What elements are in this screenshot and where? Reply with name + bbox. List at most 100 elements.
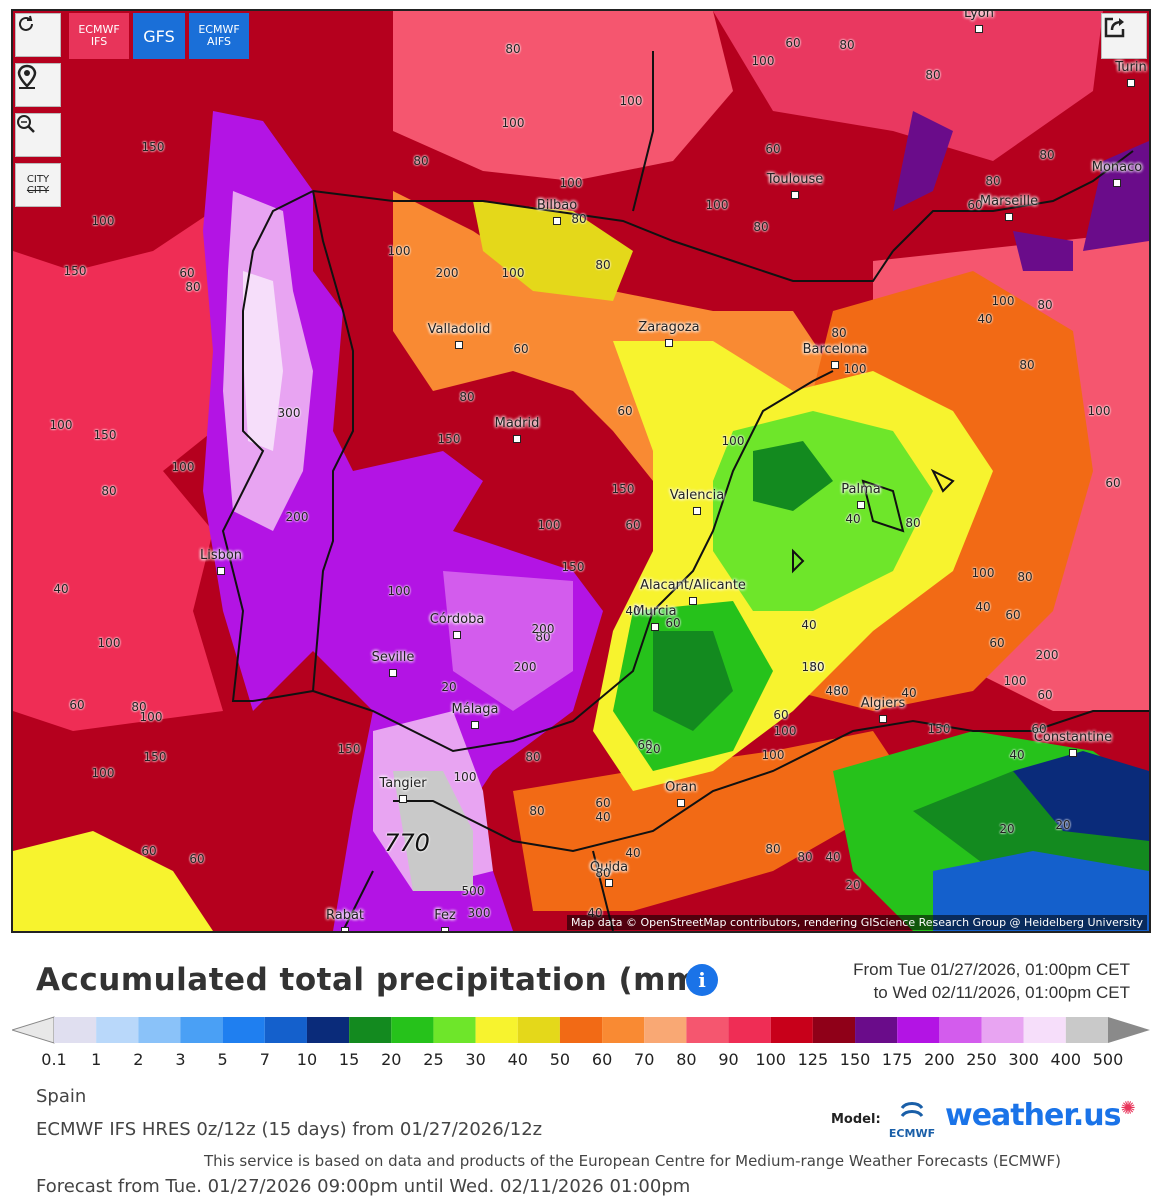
- region-name: Spain: [36, 1086, 87, 1107]
- model-ecmwf-ifs-button[interactable]: ECMWF IFS: [69, 13, 129, 59]
- precip-value-label: 60: [179, 266, 195, 280]
- map-attribution: Map data © OpenStreetMap contributors, r…: [567, 915, 1147, 930]
- precip-value-label: 300: [277, 406, 301, 420]
- ecmwf-logo[interactable]: ECMWF: [884, 1100, 940, 1140]
- scale-swatch: [1065, 1017, 1108, 1043]
- model-label: IFS: [90, 35, 108, 48]
- border-spain-france: [312, 190, 894, 282]
- precip-value-label: 770: [384, 829, 430, 857]
- precip-value-label: 100: [559, 176, 583, 190]
- scale-swatch: [54, 1017, 97, 1043]
- precip-value-label: 300: [467, 906, 491, 920]
- precip-value-label: 80: [185, 280, 201, 294]
- weather-us-logo[interactable]: weather.us✺: [945, 1098, 1136, 1133]
- precipitation-map[interactable]: CITY CITY ECMWF IFS GFS ECMWF AIFS Lyon T…: [11, 9, 1151, 933]
- city-toggle-button[interactable]: CITY CITY: [15, 163, 61, 207]
- precip-value-label: 100: [1003, 674, 1027, 688]
- precip-value-label: 100: [991, 294, 1015, 308]
- share-button[interactable]: [1101, 13, 1147, 59]
- info-icon[interactable]: i: [686, 964, 718, 996]
- purple-andalusia: [443, 571, 573, 711]
- precip-value-label: 150: [143, 750, 167, 764]
- precip-value-label: 100: [971, 566, 995, 580]
- brand-text: weather.us: [945, 1098, 1121, 1133]
- precip-value-label: 60: [141, 844, 157, 858]
- precip-value-label: 40: [901, 686, 917, 700]
- scale-swatch: [770, 1017, 813, 1043]
- scale-tick-label: 7: [259, 1050, 270, 1069]
- precip-value-label: 100: [97, 636, 121, 650]
- model-label: GFS: [143, 26, 175, 46]
- ebro-yellow: [473, 201, 633, 301]
- city-label: Murcia: [633, 604, 677, 619]
- city-label: Madrid: [494, 416, 540, 431]
- scale-tick-label: 30: [465, 1050, 486, 1069]
- precip-value-label: 150: [561, 560, 585, 574]
- precip-value-label: 40: [825, 684, 841, 698]
- zoom-button[interactable]: [15, 113, 61, 157]
- locate-button[interactable]: [15, 63, 61, 107]
- scale-tick-label: 90: [718, 1050, 739, 1069]
- precip-value-label: 500: [461, 884, 485, 898]
- scale-tick-label: 400: [1050, 1050, 1082, 1069]
- precip-value-label: 40: [625, 846, 641, 860]
- city-label: Córdoba: [429, 612, 485, 627]
- city-label: Alacant/Alicante: [640, 578, 746, 593]
- precip-value-label: 100: [453, 770, 477, 784]
- model-gfs-button[interactable]: GFS: [133, 13, 185, 59]
- dark-green-valencia: [753, 441, 833, 511]
- coast-france-south: [892, 150, 1134, 252]
- scale-tick-label: 70: [634, 1050, 655, 1069]
- period-to: to Wed 02/11/2026, 01:00pm CET: [873, 983, 1130, 1002]
- city-marker: [665, 339, 673, 347]
- precip-value-label: 100: [619, 94, 643, 108]
- precip-value-label: 60: [765, 142, 781, 156]
- sun-icon: ✺: [1120, 1098, 1135, 1119]
- city-label: Lyon: [964, 9, 994, 21]
- scale-swatch: [391, 1017, 434, 1043]
- city-marker: [791, 191, 799, 199]
- precip-value-label: 80: [101, 484, 117, 498]
- scale-min-arrow: [12, 1016, 55, 1044]
- city-marker: [1113, 179, 1121, 187]
- precip-value-label: 80: [459, 390, 475, 404]
- france-pink-zone: [393, 11, 733, 181]
- scale-swatch: [897, 1017, 940, 1043]
- precip-value-label: 60: [69, 698, 85, 712]
- precip-value-label: 100: [537, 518, 561, 532]
- scale-tick-label: 1: [91, 1050, 102, 1069]
- precip-value-label: 80: [413, 154, 429, 168]
- purple-marseille: [1013, 231, 1073, 271]
- precip-value-label: 150: [93, 428, 117, 442]
- precip-value-label: 80: [1037, 298, 1053, 312]
- precip-value-label: 80: [797, 850, 813, 864]
- city-marker: [389, 669, 397, 677]
- city-label: Valladolid: [427, 322, 491, 337]
- scale-tick-label: 15: [338, 1050, 360, 1069]
- model-caption: Model:: [831, 1112, 881, 1127]
- model-ecmwf-aifs-button[interactable]: ECMWF AIFS: [189, 13, 249, 59]
- precip-value-label: 200: [1035, 648, 1059, 662]
- precip-value-label: 20: [845, 878, 861, 892]
- scale-tick-label: 80: [676, 1050, 697, 1069]
- precip-value-label: 150: [611, 482, 635, 496]
- scale-tick-label: 3: [175, 1050, 186, 1069]
- city-marker: [217, 567, 225, 575]
- precip-value-label: 40: [845, 512, 861, 526]
- coast-menorca: [930, 468, 955, 493]
- legend-title: Accumulated total precipitation (mm): [36, 962, 714, 998]
- precip-value-label: 60: [189, 852, 205, 866]
- refresh-button[interactable]: [15, 13, 61, 57]
- city-marker: [455, 341, 463, 349]
- precip-value-label: 80: [1039, 148, 1055, 162]
- scale-swatch: [222, 1017, 265, 1043]
- precip-value-label: 80: [831, 326, 847, 340]
- precip-value-label: 40: [977, 312, 993, 326]
- scale-swatch: [1023, 1017, 1066, 1043]
- precip-value-label: 40: [595, 810, 611, 824]
- scale-tick-label: 300: [1008, 1050, 1039, 1069]
- precip-value-label: 150: [63, 264, 87, 278]
- scale-tick-label: 10: [296, 1050, 318, 1069]
- scale-tick-label: 50: [549, 1050, 571, 1069]
- scale-swatch: [602, 1017, 645, 1043]
